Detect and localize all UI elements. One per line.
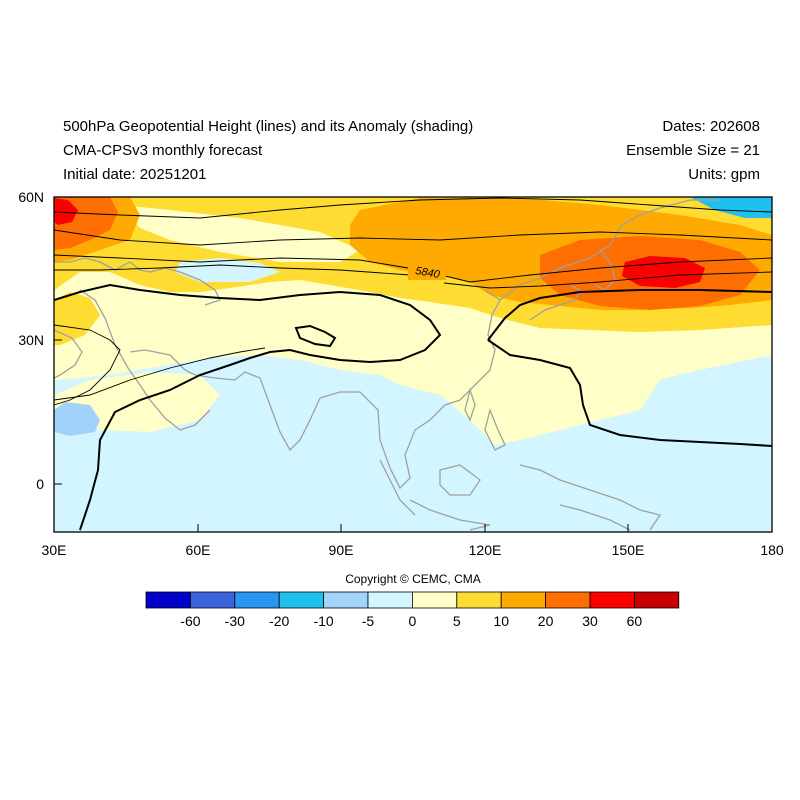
lon-label-30e: 30E [42, 542, 67, 558]
copyright-notice: Copyright © CEMC, CMA [345, 572, 481, 586]
anomaly-shading [54, 197, 772, 532]
contour-label: 5840 [414, 265, 441, 281]
colorbar-swatch [500, 591, 547, 609]
ensemble-size: Ensemble Size = 21 [626, 142, 760, 159]
colorbar-swatch [411, 591, 458, 609]
colorbar-label: -30 [225, 613, 245, 629]
colorbar-label: -5 [362, 613, 375, 629]
colorbar: -60 -30 -20 -10 -5 0 5 10 20 30 60 [145, 591, 680, 629]
lon-label-150e: 150E [612, 542, 645, 558]
colorbar-label: -20 [269, 613, 289, 629]
axis-labels: 30E 60E 90E 120E 150E 180 60N 30N 0 [18, 189, 784, 558]
colorbar-swatch [234, 591, 280, 609]
colorbar-swatch [589, 591, 635, 609]
lon-label-180: 180 [760, 542, 784, 558]
contour-label-bg [408, 266, 446, 280]
model-name: CMA-CPSv3 monthly forecast [63, 142, 263, 159]
plot-title: 500hPa Geopotential Height (lines) and i… [63, 118, 474, 135]
lon-label-90e: 90E [329, 542, 354, 558]
colorbar-swatch [545, 591, 591, 609]
colorbar-label: 5 [453, 613, 461, 629]
map-frame [53, 196, 773, 533]
axis-ticks [53, 196, 773, 532]
colorbar-label: 20 [538, 613, 554, 629]
colorbar-swatch [456, 591, 502, 609]
colorbar-label: 0 [409, 613, 417, 629]
colorbar-label: -60 [180, 613, 200, 629]
initial-date: Initial date: 20251201 [63, 166, 207, 183]
colorbar-swatch [278, 591, 325, 609]
colorbar-swatch [323, 591, 369, 609]
colorbar-swatch [145, 591, 191, 609]
colorbar-label: -10 [313, 613, 333, 629]
lon-label-120e: 120E [469, 542, 502, 558]
colorbar-swatch [367, 591, 413, 609]
colorbar-label: 30 [582, 613, 598, 629]
units-label: Units: gpm [688, 166, 760, 183]
lat-label-0: 0 [36, 476, 44, 492]
colorbar-label: 10 [493, 613, 509, 629]
lat-label-30n: 30N [18, 332, 44, 348]
forecast-dates: Dates: 202608 [662, 118, 760, 135]
coastlines [54, 199, 720, 531]
colorbar-swatch [189, 591, 236, 609]
colorbar-label: 60 [627, 613, 643, 629]
lon-label-60e: 60E [186, 542, 211, 558]
colorbar-swatch [634, 591, 680, 609]
lat-label-60n: 60N [18, 189, 44, 205]
